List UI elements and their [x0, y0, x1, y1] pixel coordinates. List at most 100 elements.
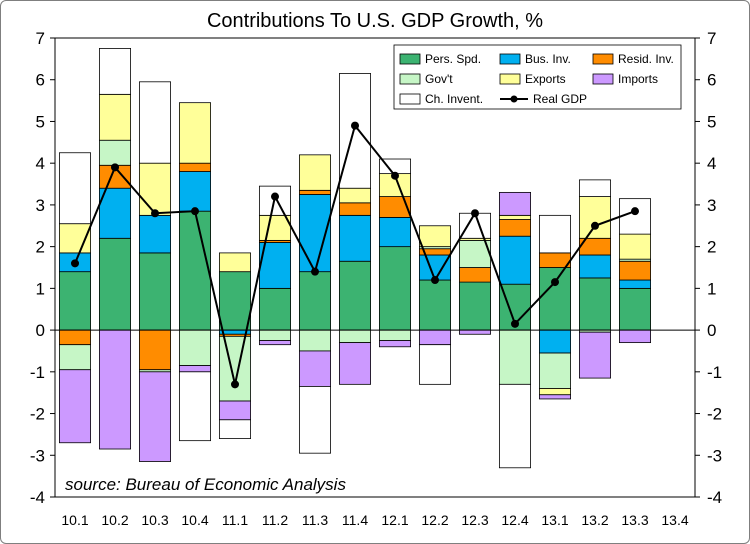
y-tick-label-left: -4: [30, 488, 45, 507]
y-tick-label-right: 1: [707, 279, 716, 298]
bar-ch-invent-11.1: [218, 419, 251, 439]
bar-imports-13.2: [579, 331, 612, 379]
bar-pers-spd-12.2: [418, 279, 451, 331]
bar-pers-spd-11.2: [258, 287, 291, 331]
bar-bus-inv-10.4: [178, 171, 211, 212]
legend-box: [393, 44, 682, 110]
bar-exports-11.3: [298, 154, 331, 191]
real-gdp-point-13.1: [551, 278, 559, 287]
bar-ch-invent-13.2: [579, 179, 612, 197]
x-tick-label: 10.1: [61, 512, 88, 528]
legend-marker-real-gdp: [510, 95, 518, 103]
legend-swatch-resid-inv: [592, 53, 614, 65]
bar-resid-inv-10.4: [178, 162, 211, 172]
x-tick-label: 11.3: [302, 512, 328, 528]
bar-imports-10.3: [138, 371, 171, 462]
bar-imports-13.1: [539, 394, 572, 400]
bar-imports-13.3: [619, 329, 652, 344]
real-gdp-point-11.3: [311, 267, 319, 276]
bar-gov-t-11.3: [298, 329, 331, 352]
real-gdp-point-12.4: [511, 319, 519, 328]
bars-group: [59, 48, 652, 469]
real-gdp-point-11.1: [231, 380, 239, 389]
y-tick-label-right: 5: [707, 112, 716, 131]
axes-group: -4 -4 -3 -3 -2 -2 -1 -1 0 0 1 1 2 2 3 3 4 4 5 5 6 6 7 7 10.1 10.2…: [30, 29, 722, 528]
bar-pers-spd-12.3: [458, 281, 491, 331]
bar-bus-inv-13.1: [539, 329, 572, 354]
bar-exports-10.2: [99, 93, 132, 141]
bar-resid-inv-10.3: [138, 329, 171, 371]
bar-ch-invent-13.1: [539, 214, 572, 254]
bar-pers-spd-13.1: [539, 267, 572, 331]
bar-imports-11.1: [218, 400, 251, 421]
y-tick-label-left: -1: [30, 363, 45, 382]
legend-label: Real GDP: [533, 92, 587, 106]
bar-gov-t-11.2: [258, 329, 291, 341]
y-tick-label-right: 6: [707, 71, 716, 90]
y-tick-label-left: -3: [30, 446, 45, 465]
y-tick-label-right: -4: [707, 488, 722, 507]
x-tick-label: 12.4: [501, 512, 528, 528]
bar-exports-13.1: [539, 388, 572, 396]
bar-pers-spd-10.2: [99, 237, 132, 331]
bar-ch-invent-11.3: [298, 386, 331, 454]
bar-bus-inv-12.4: [498, 235, 531, 285]
bar-imports-10.4: [178, 365, 211, 373]
bar-pers-spd-11.3: [298, 271, 331, 331]
bar-pers-spd-10.1: [59, 271, 92, 331]
bar-imports-10.1: [59, 369, 92, 444]
legend-swatch-exports: [499, 73, 521, 85]
y-tick-label-right: -2: [707, 405, 722, 424]
legend-label: Ch. Invent.: [425, 92, 483, 106]
y-tick-label-left: 4: [36, 154, 45, 173]
bar-gov-t-12.1: [378, 329, 411, 341]
bar-imports-12.3: [458, 329, 491, 335]
y-tick-label-right: 7: [707, 29, 716, 48]
x-tick-label: 12.1: [381, 512, 408, 528]
real-gdp-point-11.4: [351, 121, 359, 130]
bar-gov-t-11.1: [218, 335, 251, 402]
bar-bus-inv-13.2: [579, 254, 612, 279]
bar-ch-invent-12.3: [458, 212, 491, 239]
bar-bus-inv-10.2: [99, 187, 132, 239]
bar-imports-10.2: [99, 329, 132, 450]
bar-gov-t-10.4: [178, 329, 211, 366]
bar-pers-spd-13.2: [579, 277, 612, 331]
bar-exports-10.3: [138, 162, 171, 216]
y-tick-label-left: 2: [36, 238, 45, 257]
legend-swatch-gov-t: [399, 73, 421, 85]
bar-bus-inv-12.1: [378, 217, 411, 248]
real-gdp-point-10.2: [111, 163, 119, 172]
bar-exports-13.2: [579, 196, 612, 239]
y-tick-label-right: 0: [707, 321, 716, 340]
legend-label: Resid. Inv.: [618, 52, 674, 66]
bar-imports-12.4: [498, 191, 531, 216]
x-tick-label: 10.4: [181, 512, 208, 528]
real-gdp-point-12.3: [471, 209, 479, 218]
bar-resid-inv-12.1: [378, 196, 411, 218]
chart-title: Contributions To U.S. GDP Growth, %: [207, 10, 543, 32]
bar-bus-inv-13.3: [619, 279, 652, 289]
bar-bus-inv-11.4: [338, 214, 371, 262]
y-tick-label-right: 2: [707, 238, 716, 257]
legend-label: Pers. Spd.: [425, 52, 481, 66]
real-gdp-point-10.1: [71, 259, 79, 268]
bar-imports-11.2: [258, 340, 291, 346]
bar-resid-inv-13.3: [619, 260, 652, 281]
bar-gov-t-10.2: [99, 139, 132, 166]
bar-exports-10.4: [178, 102, 211, 164]
y-tick-label-right: -3: [707, 446, 722, 465]
real-gdp-point-13.2: [591, 221, 599, 230]
bar-resid-inv-11.3: [298, 189, 331, 195]
y-tick-label-right: 3: [707, 196, 716, 215]
x-tick-label: 12.2: [421, 512, 448, 528]
real-gdp-point-10.4: [191, 207, 199, 216]
bar-ch-invent-12.2: [418, 344, 451, 385]
plot-border: [54, 37, 696, 498]
x-tick-label: 11.4: [342, 512, 368, 528]
bar-exports-11.1: [218, 252, 251, 273]
y-tick-label-right: -1: [707, 363, 722, 382]
legend-swatch-ch-invent: [399, 93, 421, 105]
bar-gov-t-11.4: [338, 329, 371, 344]
bar-pers-spd-11.4: [338, 260, 371, 331]
